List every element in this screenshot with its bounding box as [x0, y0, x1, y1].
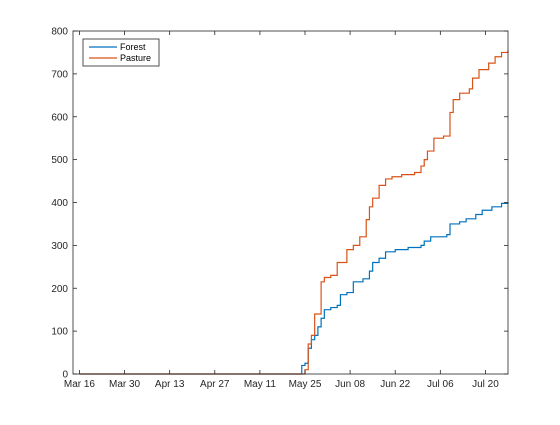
y-tick-label: 0 [62, 370, 68, 381]
y-tick-label: 700 [51, 69, 68, 80]
axes: 0 100 200 300 400 500 600 700 800 Mar 16 Mar 30 Apr… [51, 27, 509, 390]
x-tick-label: Apr 13 [155, 379, 185, 390]
series-line-forest [79, 202, 509, 375]
x-tick-label: Mar 16 [64, 379, 96, 390]
legend-label-forest: Forest [120, 42, 146, 52]
y-tick-label: 500 [51, 155, 68, 166]
y-tick-label: 800 [51, 27, 68, 38]
x-tick-label: Apr 27 [200, 379, 230, 390]
x-tick-label: Jul 20 [472, 379, 499, 390]
x-tick-label: Jul 06 [427, 379, 454, 390]
plot-area [73, 31, 508, 374]
series-lines [79, 50, 509, 375]
x-tick-label: Jun 22 [380, 379, 410, 390]
plot-background [73, 31, 508, 374]
y-tick-label: 300 [51, 241, 68, 252]
series-line-pasture [79, 50, 509, 375]
y-tick-label: 100 [51, 327, 68, 338]
legend-box [82, 38, 160, 67]
x-tick-label: May 25 [289, 379, 322, 390]
x-tick-label: May 11 [244, 379, 276, 390]
x-tick-label: Mar 30 [109, 379, 141, 390]
y-tick-label: 400 [51, 198, 68, 209]
legend-label-pasture: Pasture [120, 53, 151, 63]
x-tick-label: Jun 08 [335, 379, 365, 390]
y-tick-label: 200 [51, 284, 68, 295]
y-tick-label: 600 [51, 112, 68, 123]
